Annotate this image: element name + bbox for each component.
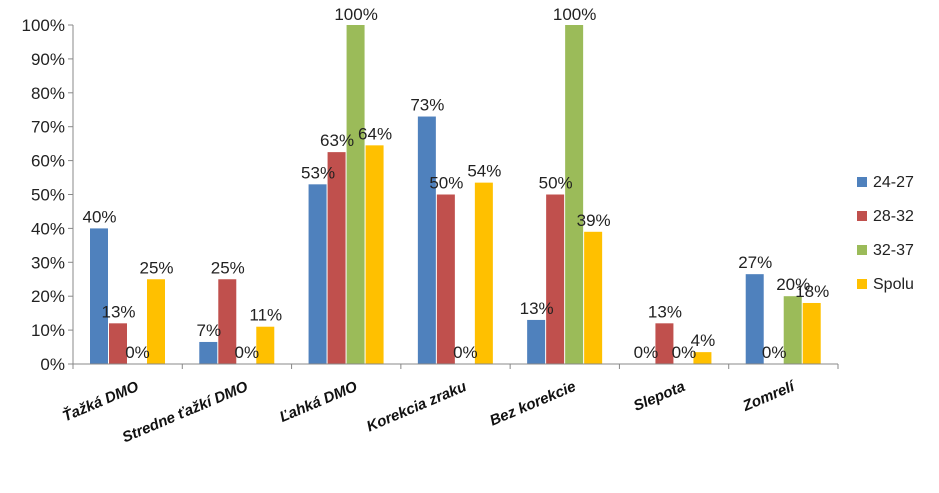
y-tick-label: 70%	[31, 118, 65, 137]
bar	[109, 323, 127, 364]
bars	[90, 25, 821, 364]
data-label: 54%	[467, 162, 501, 181]
bar	[417, 116, 436, 364]
bar	[256, 326, 275, 364]
legend: 24-27 28-32 32-37 Spolu	[857, 174, 914, 293]
x-category-label: Ťažká DMO	[60, 377, 142, 425]
legend-swatch	[857, 279, 867, 289]
bar	[474, 182, 493, 364]
data-label: 64%	[358, 124, 392, 143]
x-category-label: Ľahká DMO	[277, 378, 360, 426]
bar	[90, 228, 108, 364]
data-label: 53%	[301, 163, 335, 182]
data-label: 0%	[672, 343, 697, 362]
y-tick-label: 40%	[31, 219, 65, 238]
data-label: 20%	[776, 275, 810, 294]
bar	[308, 184, 327, 364]
bar	[546, 194, 565, 364]
legend-label: 28-32	[873, 208, 914, 225]
x-category-label: Stredne ťažkí DMO	[120, 378, 251, 446]
legend-swatch	[857, 245, 867, 255]
bar	[565, 25, 584, 364]
bar	[218, 279, 237, 364]
data-label: 25%	[211, 258, 245, 277]
data-labels: 40% 13% 0% 25% 7% 25% 0% 11% 53% 63% 100% 64% 73% 50%…	[82, 5, 829, 362]
bar	[436, 194, 455, 364]
data-label: 100%	[334, 5, 377, 24]
bar	[199, 341, 218, 364]
data-label: 25%	[139, 258, 173, 277]
data-label: 40%	[82, 207, 116, 226]
data-label: 39%	[577, 211, 611, 230]
y-tick-label: 10%	[31, 321, 65, 340]
data-label: 0%	[125, 343, 150, 362]
data-label: 4%	[691, 331, 716, 350]
data-label: 13%	[101, 302, 135, 321]
bar	[783, 296, 802, 364]
bar	[693, 352, 712, 364]
legend-label: 24-27	[873, 174, 914, 191]
data-label: 63%	[320, 131, 354, 150]
y-tick-label: 100%	[22, 16, 65, 35]
data-label: 50%	[429, 174, 463, 193]
bar	[147, 279, 165, 364]
bar	[655, 323, 674, 364]
legend-label: 32-37	[873, 242, 914, 259]
y-tick-label: 60%	[31, 152, 65, 171]
x-category-label: Korekcia zraku	[364, 378, 469, 435]
y-axis: 0% 10% 20% 30% 40% 50% 60% 70% 80% 90% 100%	[22, 16, 74, 374]
data-label: 0%	[453, 343, 478, 362]
data-label: 13%	[520, 299, 554, 318]
y-tick-label: 50%	[31, 186, 65, 205]
data-label: 50%	[539, 174, 573, 193]
legend-swatch	[857, 211, 867, 221]
y-tick-label: 20%	[31, 287, 65, 306]
bar	[327, 152, 346, 364]
data-label: 27%	[738, 253, 772, 272]
data-label: 0%	[634, 343, 659, 362]
legend-label: Spolu	[873, 276, 914, 293]
bar	[346, 25, 365, 364]
y-tick-label: 30%	[31, 253, 65, 272]
data-label: 100%	[553, 5, 596, 24]
bar	[527, 319, 546, 364]
data-label: 0%	[234, 343, 259, 362]
legend-swatch	[857, 177, 867, 187]
bar	[365, 145, 384, 364]
data-label: 11%	[249, 306, 282, 325]
x-category-label: Bez korekcie	[487, 378, 578, 429]
data-label: 0%	[762, 343, 787, 362]
y-tick-label: 90%	[31, 50, 65, 69]
data-label: 7%	[196, 321, 221, 340]
bar	[802, 302, 821, 364]
bar	[745, 274, 764, 364]
data-label: 18%	[795, 282, 829, 301]
x-category-label: Slepota	[631, 378, 688, 415]
y-tick-label: 80%	[31, 84, 65, 103]
bar	[584, 231, 603, 364]
data-label: 13%	[648, 302, 682, 321]
data-label: 73%	[410, 96, 444, 115]
y-tick-label: 0%	[40, 355, 65, 374]
x-category-label: Zomrelí	[739, 377, 798, 415]
